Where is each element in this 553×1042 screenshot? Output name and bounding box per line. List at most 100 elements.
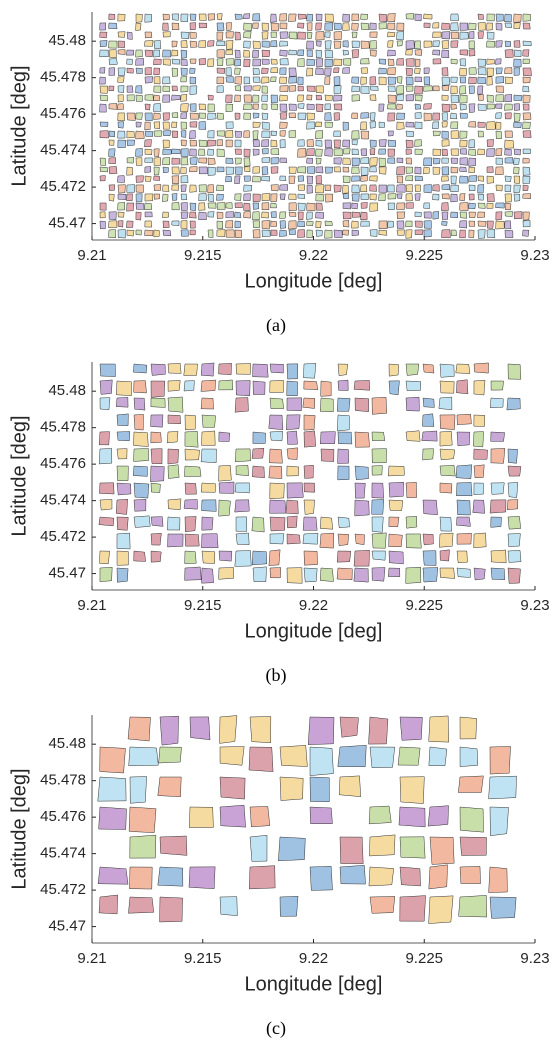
- building: [372, 551, 385, 560]
- building: [298, 203, 305, 211]
- building: [244, 59, 250, 67]
- building: [280, 104, 287, 112]
- building: [442, 131, 449, 138]
- building: [414, 86, 423, 94]
- building: [442, 32, 450, 39]
- building: [289, 130, 296, 137]
- building: [217, 230, 225, 237]
- building: [388, 140, 396, 147]
- building: [469, 221, 475, 226]
- building: [491, 517, 502, 527]
- building: [433, 59, 441, 64]
- building: [397, 221, 404, 229]
- building: [280, 221, 286, 229]
- building: [361, 68, 367, 74]
- building: [286, 500, 298, 514]
- building: [460, 113, 467, 118]
- building: [424, 212, 431, 218]
- building: [289, 104, 297, 110]
- building: [450, 113, 456, 119]
- building: [491, 483, 504, 495]
- building: [354, 568, 368, 582]
- building: [127, 95, 134, 101]
- building: [181, 220, 187, 228]
- building: [208, 14, 215, 21]
- building: [474, 533, 486, 548]
- building: [307, 230, 313, 238]
- building: [469, 68, 476, 75]
- building: [487, 139, 494, 146]
- building: [271, 148, 279, 154]
- building: [280, 32, 288, 39]
- building: [226, 230, 235, 237]
- building: [271, 41, 277, 47]
- building: [136, 14, 142, 22]
- building: [181, 86, 188, 92]
- building: [287, 398, 302, 411]
- building: [163, 50, 171, 57]
- building: [100, 203, 106, 210]
- building: [190, 140, 197, 146]
- building: [361, 131, 369, 139]
- building: [406, 381, 421, 391]
- building: [288, 221, 296, 229]
- building: [306, 68, 312, 76]
- building: [253, 77, 260, 82]
- building: [253, 131, 258, 140]
- building: [316, 167, 323, 173]
- building: [159, 747, 182, 763]
- building: [523, 212, 529, 220]
- building: [415, 140, 422, 147]
- building: [162, 23, 168, 30]
- building: [190, 717, 210, 740]
- building: [145, 194, 153, 201]
- building: [361, 14, 368, 19]
- building: [496, 14, 504, 21]
- building: [325, 230, 333, 238]
- building: [514, 212, 522, 219]
- building: [316, 14, 322, 21]
- building: [207, 113, 216, 119]
- building: [185, 551, 197, 564]
- building: [287, 516, 297, 528]
- building: [270, 203, 276, 208]
- building: [456, 465, 472, 479]
- building: [99, 517, 114, 526]
- building: [235, 131, 242, 137]
- building: [406, 77, 413, 85]
- building: [523, 77, 530, 83]
- building: [298, 140, 305, 146]
- building: [134, 398, 145, 410]
- building: [513, 122, 521, 128]
- building: [451, 77, 457, 83]
- building: [303, 363, 315, 378]
- building: [181, 122, 187, 129]
- building: [279, 77, 286, 84]
- building: [334, 104, 342, 110]
- building: [343, 212, 351, 219]
- building: [108, 149, 115, 157]
- building: [298, 113, 306, 120]
- building: [424, 77, 430, 85]
- building: [307, 23, 312, 31]
- building: [253, 149, 259, 155]
- building: [244, 50, 250, 57]
- x-tick-label: 9.22: [299, 247, 328, 264]
- building: [460, 32, 469, 39]
- building: [199, 121, 206, 129]
- building: [514, 23, 520, 29]
- x-tick-label: 9.215: [184, 950, 222, 967]
- building: [406, 203, 413, 209]
- building: [370, 113, 375, 121]
- building: [460, 203, 468, 211]
- building: [117, 414, 128, 426]
- building: [117, 483, 131, 495]
- building: [491, 432, 505, 441]
- building: [379, 185, 387, 192]
- building: [135, 148, 142, 156]
- y-tick-label: 45.48: [48, 32, 86, 49]
- building: [460, 95, 467, 103]
- building: [289, 212, 296, 217]
- building: [343, 23, 350, 31]
- building: [100, 40, 107, 47]
